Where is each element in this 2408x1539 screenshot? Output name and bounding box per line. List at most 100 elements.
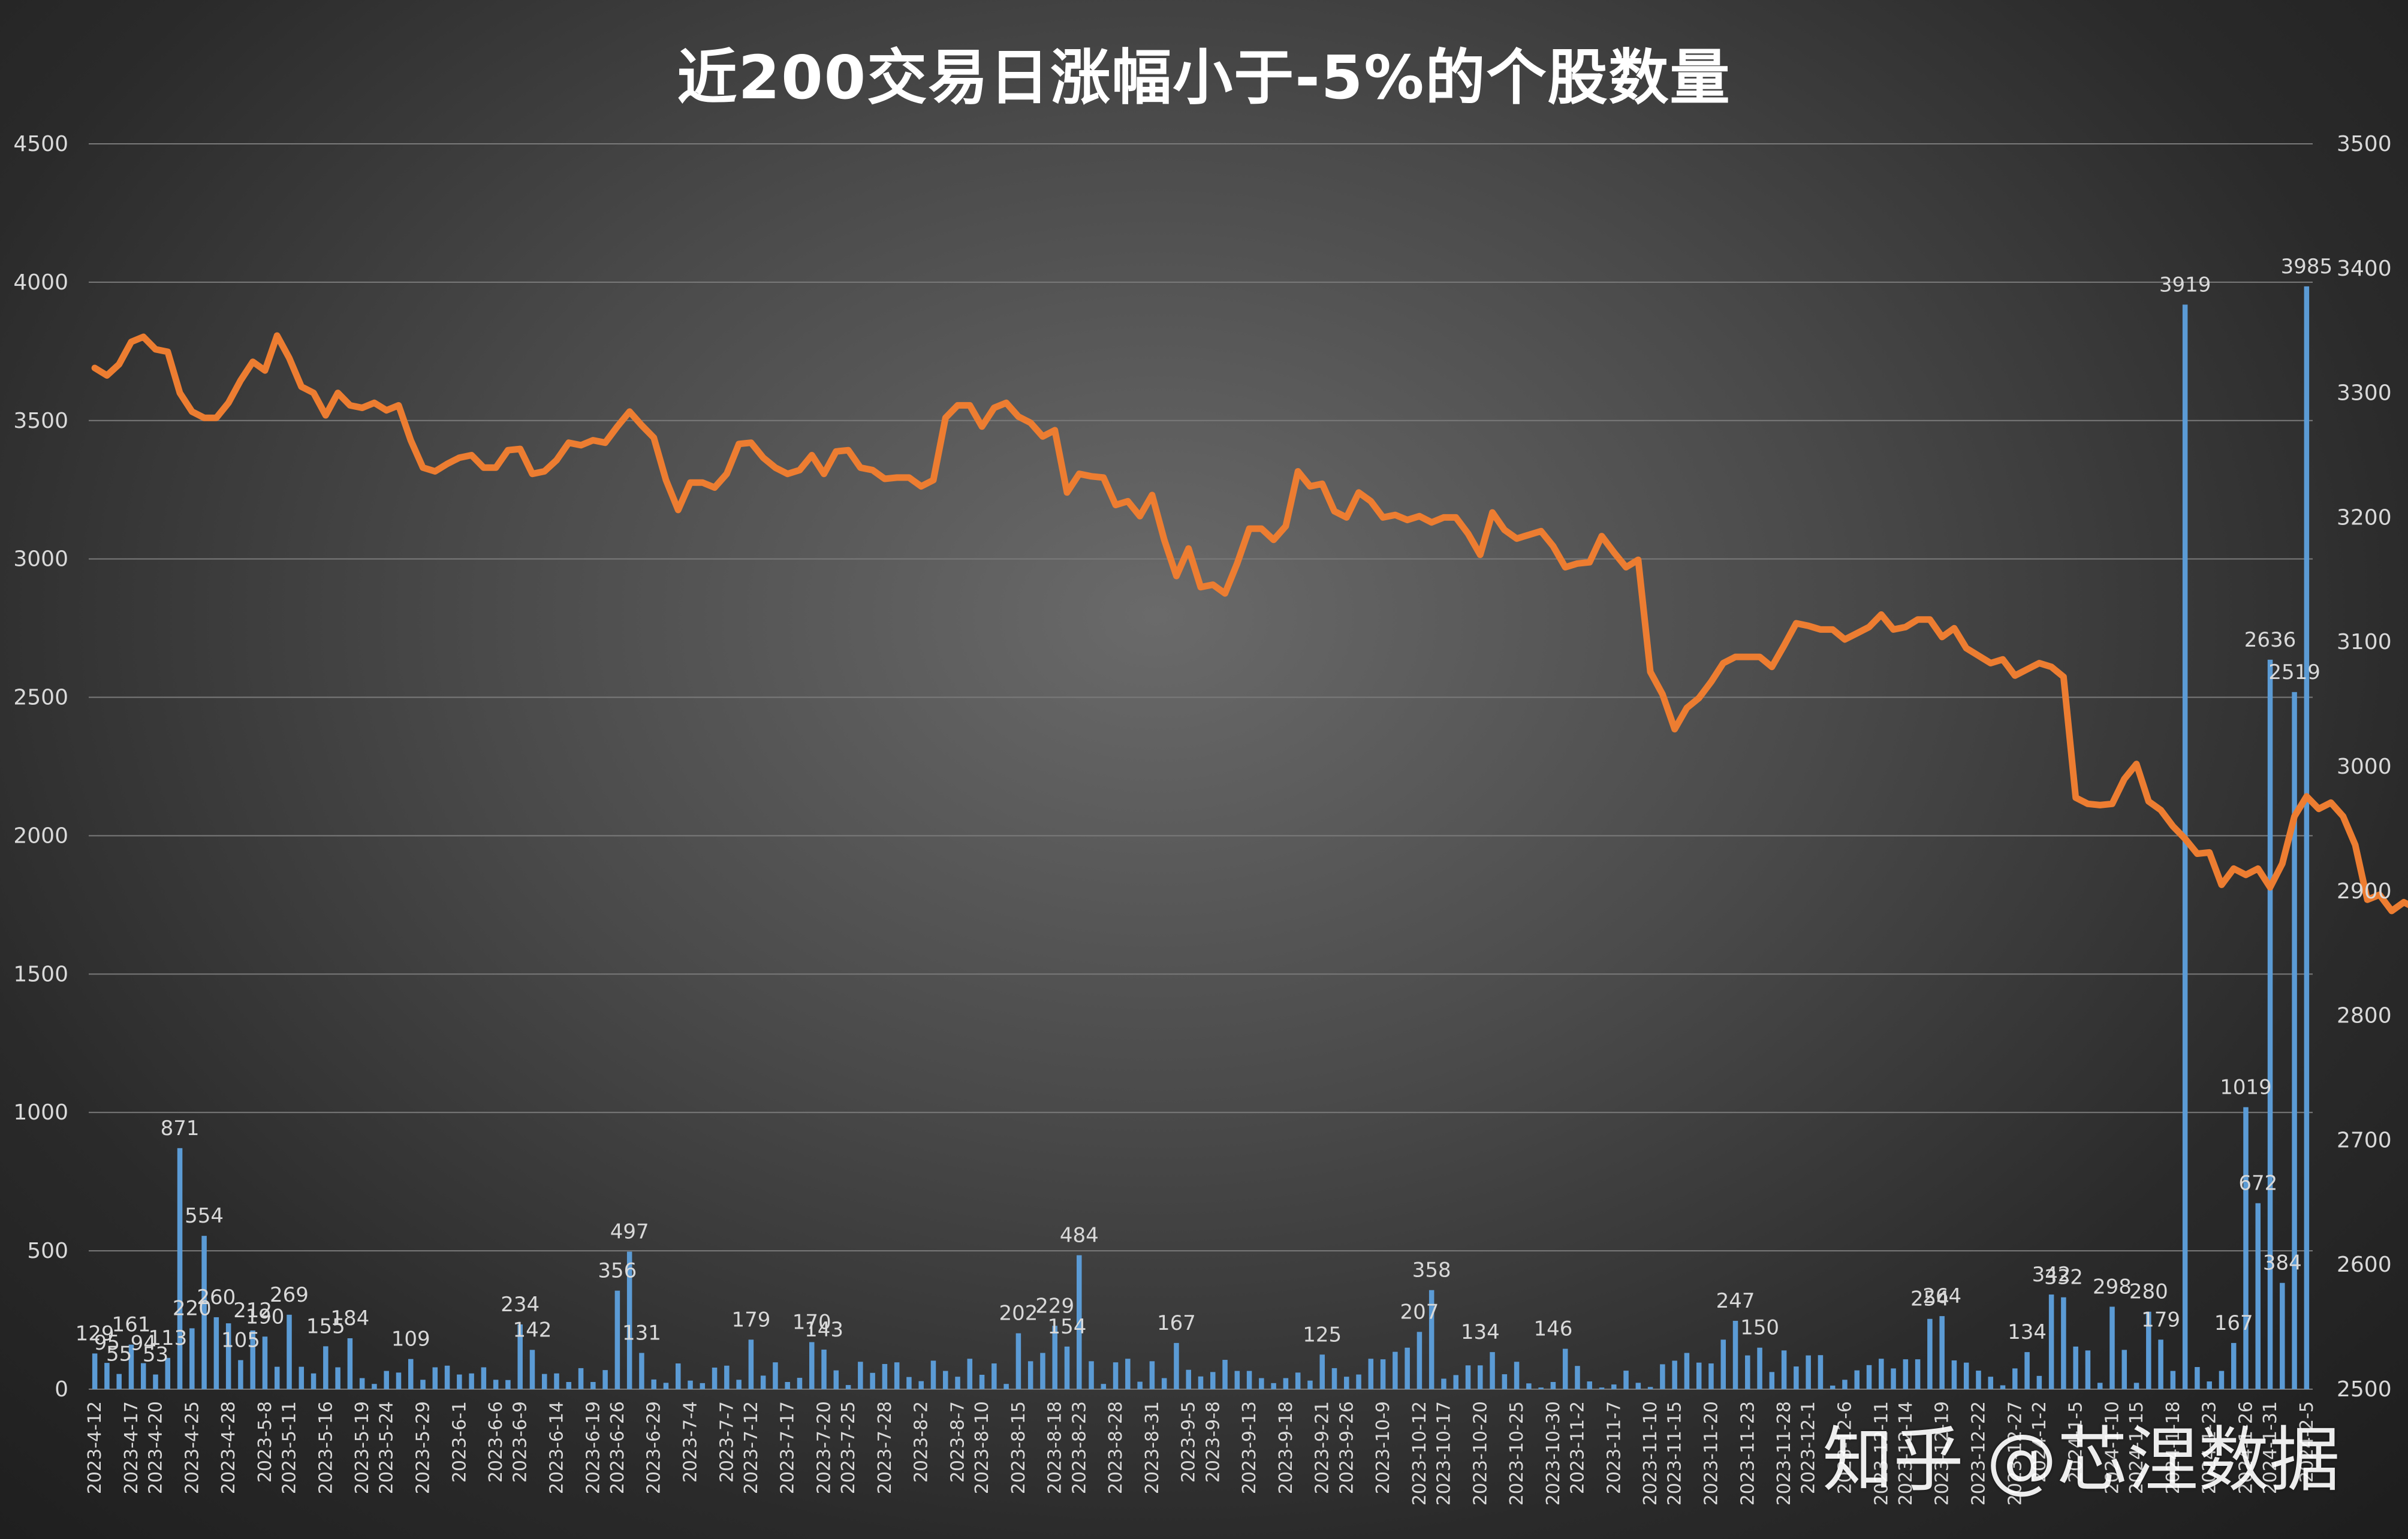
bar-data-label: 672 xyxy=(2238,1172,2277,1196)
right-axis-tick-label: 3500 xyxy=(2337,132,2392,156)
bar xyxy=(2036,1375,2042,1389)
x-axis-tick-label: 2023-12-22 xyxy=(1968,1401,1989,1505)
bar xyxy=(833,1370,839,1389)
bar xyxy=(1003,1384,1009,1389)
bar xyxy=(420,1380,426,1389)
bar xyxy=(566,1381,572,1389)
x-axis-tick-label: 2023-5-24 xyxy=(376,1401,397,1494)
bar-data-label: 207 xyxy=(1400,1300,1439,1324)
bar xyxy=(2097,1383,2103,1389)
chart-title: 近200交易日涨幅小于-5%的个股数量 xyxy=(677,43,1731,113)
bar-data-label: 125 xyxy=(1303,1323,1342,1347)
x-axis-tick-label: 2023-12-19 xyxy=(1932,1401,1953,1505)
bar-data-label: 179 xyxy=(2141,1308,2180,1332)
bar xyxy=(1696,1362,1702,1389)
left-axis-layer: 0 500 1000 1500 2000 2500 3000 3500 4000 4500 xyxy=(13,132,68,1402)
x-axis-tick-label: 2023-10-17 xyxy=(1433,1401,1454,1505)
x-axis-tick-label: 2023-6-26 xyxy=(607,1401,628,1494)
bar-data-label: 150 xyxy=(1740,1316,1779,1340)
bar-data-label: 179 xyxy=(731,1308,770,1332)
bar xyxy=(1186,1369,1191,1389)
bar xyxy=(554,1373,559,1389)
x-axis-tick-label: 2023-4-12 xyxy=(85,1401,106,1494)
grid-layer xyxy=(89,143,2313,1390)
bar xyxy=(1854,1370,1860,1389)
bar-data-label: 356 xyxy=(598,1259,637,1283)
bar xyxy=(943,1371,948,1389)
bar xyxy=(408,1359,414,1389)
bar xyxy=(1441,1378,1446,1389)
bar xyxy=(1951,1360,1957,1389)
bar xyxy=(1587,1381,1593,1389)
x-axis-tick-label: 2023-9-13 xyxy=(1239,1401,1260,1494)
bar xyxy=(870,1372,875,1389)
x-axis-tick-label: 2023-4-20 xyxy=(146,1401,167,1494)
bar xyxy=(906,1377,912,1389)
x-axis-tick-label: 2023-5-29 xyxy=(413,1401,434,1494)
bar xyxy=(760,1375,766,1389)
x-axis-tick-label: 2023-5-8 xyxy=(255,1401,276,1483)
bar xyxy=(1234,1371,1240,1389)
x-axis-tick-label: 2023-11-10 xyxy=(1640,1401,1661,1505)
bar-data-label: 264 xyxy=(1922,1284,1961,1308)
x-axis-tick-label: 2023-8-23 xyxy=(1069,1401,1090,1494)
bar xyxy=(2121,1350,2127,1389)
x-axis-tick-label: 2023-4-17 xyxy=(121,1401,142,1494)
x-axis-layer: 2023-4-12 2023-4-17 2023-4-20 2023-4-25 2023… xyxy=(85,1401,2317,1505)
bar xyxy=(1526,1383,1532,1389)
bar xyxy=(1611,1384,1617,1389)
bar xyxy=(1660,1364,1665,1389)
x-axis-tick-label: 2023-6-29 xyxy=(644,1401,665,1494)
bar xyxy=(797,1378,803,1389)
right-axis-tick-label: 3200 xyxy=(2337,505,2392,530)
bar xyxy=(1161,1378,1167,1389)
bar-data-label: 484 xyxy=(1060,1223,1099,1247)
left-axis-tick-label: 500 xyxy=(27,1239,68,1263)
x-axis-tick-label: 2023-11-2 xyxy=(1567,1401,1588,1494)
bar xyxy=(1635,1383,1641,1389)
right-axis-layer: 2500 2600 2700 2800 2900 3000 3100 3200 3300 3400… xyxy=(2337,132,2392,1402)
bar xyxy=(1283,1378,1289,1389)
bar xyxy=(213,1317,219,1389)
x-axis-tick-label: 2024-1-10 xyxy=(2102,1401,2123,1494)
bar-data-label: 2519 xyxy=(2268,660,2320,684)
right-axis-tick-label: 2500 xyxy=(2337,1377,2392,1402)
bar xyxy=(1732,1320,1738,1389)
x-axis-tick-label: 2023-8-7 xyxy=(948,1401,969,1483)
bar xyxy=(2158,1339,2163,1389)
right-axis-tick-label: 3000 xyxy=(2337,755,2392,779)
bar-data-label: 280 xyxy=(2129,1280,2168,1304)
right-axis-tick-label: 3300 xyxy=(2337,381,2392,406)
bar xyxy=(1331,1368,1337,1389)
bar-data-label: 3985 xyxy=(2281,255,2333,279)
x-axis-tick-label: 2023-12-14 xyxy=(1895,1401,1916,1505)
bar xyxy=(2255,1203,2261,1389)
bar-data-label: 269 xyxy=(270,1283,309,1307)
bar xyxy=(614,1290,620,1389)
bar xyxy=(2292,692,2297,1389)
x-axis-tick-label: 2023-7-20 xyxy=(814,1401,835,1494)
bar xyxy=(1405,1347,1410,1389)
x-axis-tick-label: 2023-5-16 xyxy=(315,1401,336,1494)
bar xyxy=(1319,1354,1325,1389)
bar xyxy=(262,1336,268,1389)
bar xyxy=(700,1383,706,1389)
bar xyxy=(882,1363,888,1389)
bar-data-label: 384 xyxy=(2263,1251,2302,1275)
bar-data-label: 3919 xyxy=(2159,273,2211,297)
bar xyxy=(1089,1361,1094,1389)
bar xyxy=(1769,1372,1775,1389)
bar xyxy=(1490,1352,1495,1389)
x-axis-tick-label: 2023-8-28 xyxy=(1105,1401,1126,1494)
bar xyxy=(1453,1375,1458,1389)
bar xyxy=(1125,1359,1131,1389)
bar-data-label: 234 xyxy=(501,1293,540,1317)
bar xyxy=(493,1380,499,1389)
x-axis-tick-label: 2023-11-28 xyxy=(1774,1401,1795,1505)
bar xyxy=(225,1323,231,1389)
x-axis-tick-label: 2023-8-18 xyxy=(1045,1401,1066,1494)
bar xyxy=(2231,1342,2237,1389)
bar xyxy=(250,1330,255,1389)
